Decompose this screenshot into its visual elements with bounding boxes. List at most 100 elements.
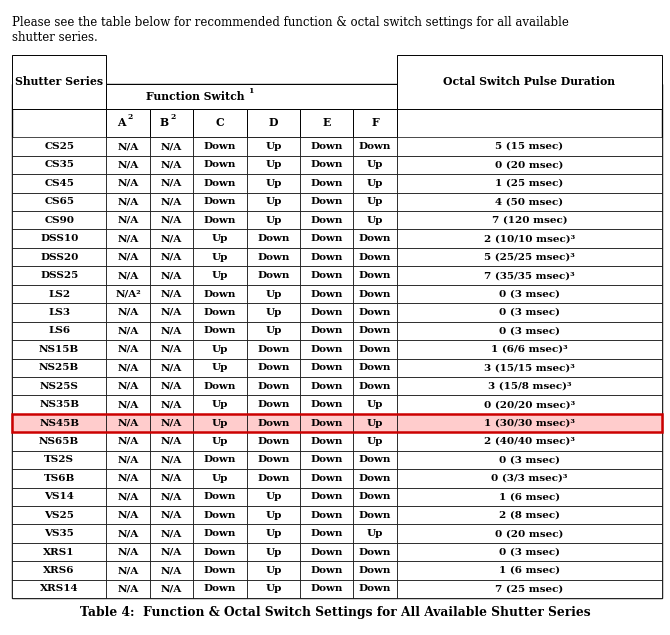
Bar [397,561,662,580]
Text: Up: Up [367,437,383,446]
Text: Down: Down [310,474,343,483]
Text: VS14: VS14 [44,492,74,501]
Bar [247,414,300,432]
Bar [397,359,662,377]
Text: N/A: N/A [117,308,139,317]
Bar [194,211,247,229]
Bar [12,211,107,229]
Text: Down: Down [310,511,343,519]
Bar [300,414,353,432]
Bar [107,488,150,506]
Bar [397,580,662,598]
Bar [397,525,662,543]
Text: NS25S: NS25S [40,382,78,391]
Text: N/A: N/A [117,271,139,280]
Text: N/A: N/A [117,492,139,501]
Bar [353,414,397,432]
Text: NS25B: NS25B [39,363,79,372]
Bar [150,506,194,525]
Text: Down: Down [310,529,343,538]
Bar [194,109,247,137]
Bar [397,211,662,229]
Bar [12,340,107,359]
Bar [150,248,194,266]
Text: CS65: CS65 [44,197,74,206]
Text: Up: Up [265,511,281,519]
Bar [150,192,194,211]
Bar [247,359,300,377]
Bar [194,396,247,414]
Bar [353,488,397,506]
Bar [107,506,150,525]
Bar [247,304,300,322]
Bar [150,211,194,229]
Text: Down: Down [310,197,343,206]
Bar [194,377,247,396]
Text: N/A: N/A [117,400,139,409]
Text: NS15B: NS15B [39,345,79,354]
Text: N/A: N/A [161,197,182,206]
Text: 1: 1 [248,87,253,95]
Text: Down: Down [310,142,343,151]
Bar [107,211,150,229]
Text: Down: Down [359,326,391,335]
Text: Down: Down [204,584,237,594]
Bar [12,414,107,432]
Text: N/A: N/A [161,161,182,170]
Text: Down: Down [257,345,289,354]
Bar [247,451,300,469]
Text: LS6: LS6 [48,326,70,335]
Text: C: C [216,117,224,128]
Bar [353,304,397,322]
Bar [150,229,194,248]
Text: Down: Down [310,455,343,464]
Bar [194,322,247,340]
Text: VS25: VS25 [44,511,74,519]
Text: Down: Down [204,455,237,464]
Bar [300,174,353,192]
Text: N/A: N/A [161,142,182,151]
Text: 0 (20 msec): 0 (20 msec) [495,161,563,170]
Text: Down: Down [310,234,343,243]
Text: Up: Up [265,197,281,206]
Text: Down: Down [310,326,343,335]
Bar [107,451,150,469]
Bar [397,137,662,156]
Bar [247,322,300,340]
Bar [300,506,353,525]
Text: XRS1: XRS1 [44,547,75,557]
Text: Down: Down [257,474,289,483]
Bar [247,211,300,229]
Bar [247,543,300,561]
Bar [300,396,353,414]
Text: 0 (3 msec): 0 (3 msec) [499,547,560,557]
Text: Table 4:  Function & Octal Switch Settings for All Available Shutter Series: Table 4: Function & Octal Switch Setting… [80,606,590,619]
Bar [353,580,397,598]
Text: Up: Up [265,308,281,317]
Text: N/A: N/A [161,529,182,538]
Bar [300,109,353,137]
Bar [397,414,662,432]
Text: 0 (20 msec): 0 (20 msec) [495,529,563,538]
Bar [107,432,150,451]
Bar [397,432,662,451]
Text: Down: Down [204,566,237,575]
Text: Down: Down [359,345,391,354]
Bar [247,109,300,137]
Text: CS90: CS90 [44,216,74,225]
Bar [353,137,397,156]
Bar [12,561,107,580]
Text: F: F [371,117,379,128]
Text: Up: Up [367,179,383,188]
Bar [353,322,397,340]
Bar [397,488,662,506]
Text: N/A: N/A [117,253,139,262]
Bar [150,396,194,414]
Text: 0 (3 msec): 0 (3 msec) [499,455,560,464]
Bar [247,174,300,192]
Text: N/A: N/A [117,363,139,372]
Text: Up: Up [265,326,281,335]
Text: Down: Down [204,179,237,188]
Bar [150,469,194,488]
Bar [150,174,194,192]
